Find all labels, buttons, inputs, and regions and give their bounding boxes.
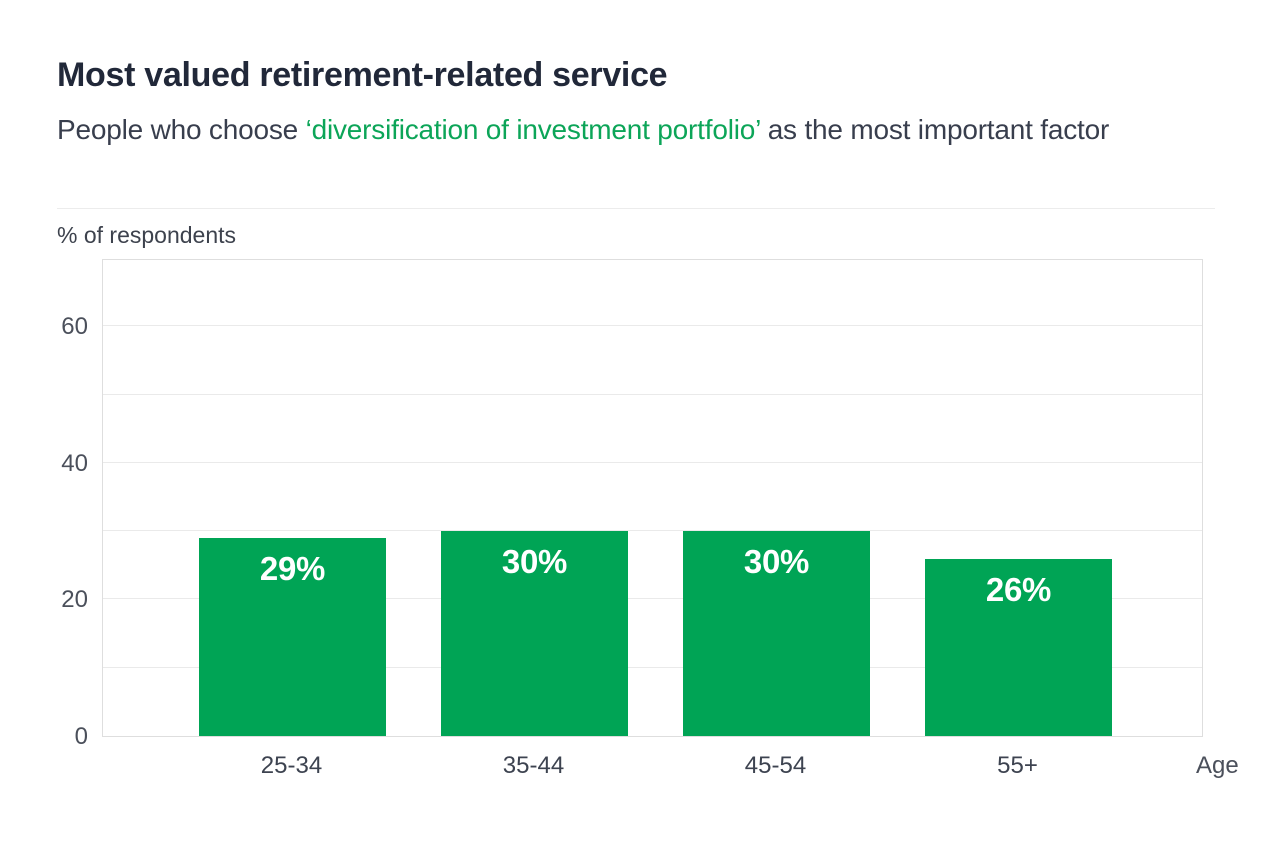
gridline (103, 393, 1202, 395)
x-tick-label: 35-44 (502, 752, 565, 779)
subtitle-suffix: as the most important factor (760, 114, 1110, 145)
plot-area: 29% 30% 30% 26% (102, 259, 1203, 737)
chart-title: Most valued retirement-related service (57, 56, 668, 94)
bar-value-label: 29% (259, 550, 326, 587)
bar-value-label: 26% (985, 570, 1052, 608)
bar: 30% (683, 531, 870, 736)
subtitle-prefix: People who choose (57, 114, 306, 145)
bar: 26% (925, 558, 1112, 736)
y-axis-title: % of respondents (57, 222, 237, 248)
y-tick-label: 60 (61, 313, 88, 341)
bar-value-label: 30% (501, 543, 568, 581)
bar-value-label: 30% (743, 543, 810, 581)
gridline (103, 530, 1202, 532)
y-tick-label: 0 (74, 723, 88, 750)
x-tick-label: 45-54 (744, 752, 807, 779)
chart-subtitle: People who choose ‘diversification of in… (57, 110, 1117, 150)
subtitle-highlight: ‘diversification of investment portfolio… (305, 114, 761, 145)
x-axis-title: Age (1196, 752, 1239, 779)
y-tick-label: 40 (61, 449, 88, 477)
y-tick-label: 20 (61, 586, 88, 614)
gridline (103, 325, 1202, 327)
gridline (103, 598, 1202, 600)
x-tick-label: 25-34 (260, 752, 323, 779)
gridline (103, 461, 1202, 463)
gridline (103, 666, 1202, 668)
bar: 30% (441, 531, 628, 736)
separator-line (57, 208, 1215, 209)
bar: 29% (199, 538, 386, 736)
x-tick-label: 55+ (997, 752, 1038, 779)
